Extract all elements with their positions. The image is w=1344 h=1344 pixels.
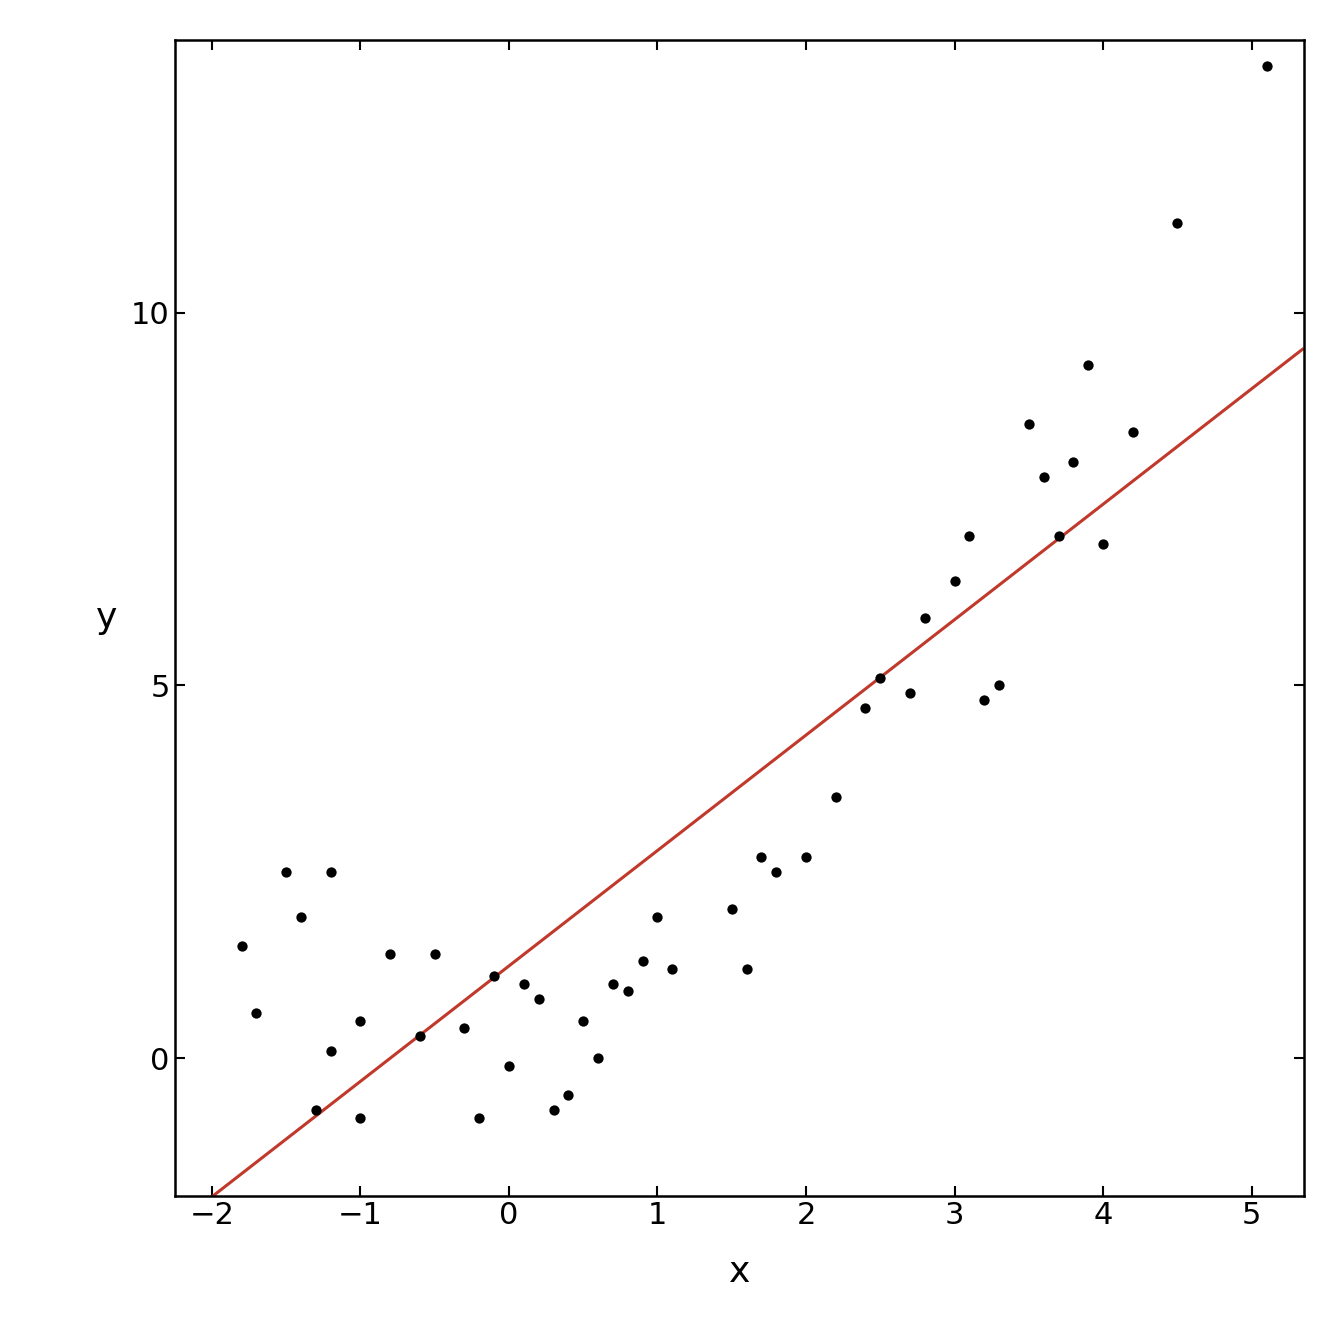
Point [320, 862, 341, 883]
Y-axis label: y: y [95, 601, 117, 636]
Point [246, 1003, 267, 1024]
Point [973, 689, 995, 711]
Point [499, 1055, 520, 1077]
Point [1255, 55, 1277, 77]
Point [454, 1017, 476, 1039]
Point [646, 906, 668, 927]
Point [349, 1011, 371, 1032]
Point [349, 1107, 371, 1129]
Point [855, 698, 876, 719]
Point [543, 1099, 564, 1121]
Point [558, 1085, 579, 1106]
Point [617, 980, 638, 1001]
Point [1078, 353, 1099, 375]
Point [943, 570, 965, 591]
Point [751, 847, 773, 868]
Point [231, 935, 253, 957]
Point [513, 973, 535, 995]
Point [870, 667, 891, 688]
Point [914, 607, 935, 629]
Point [305, 1099, 327, 1121]
Point [661, 958, 683, 980]
Point [409, 1025, 430, 1047]
Point [423, 943, 445, 965]
Point [290, 906, 312, 927]
Point [988, 675, 1009, 696]
Point [1019, 414, 1040, 435]
Point [1093, 534, 1114, 555]
Point [796, 847, 817, 868]
Point [1048, 526, 1070, 547]
Point [632, 950, 653, 972]
Point [825, 786, 847, 808]
Point [379, 943, 401, 965]
Point [469, 1107, 491, 1129]
Point [1063, 450, 1085, 472]
Point [766, 862, 788, 883]
Point [484, 965, 505, 986]
X-axis label: x: x [728, 1255, 750, 1289]
Point [1034, 466, 1055, 488]
Point [276, 862, 297, 883]
Point [737, 958, 758, 980]
Point [958, 526, 980, 547]
Point [720, 898, 742, 919]
Point [899, 681, 921, 703]
Point [1167, 212, 1188, 234]
Point [587, 1047, 609, 1068]
Point [602, 973, 624, 995]
Point [320, 1040, 341, 1062]
Point [573, 1011, 594, 1032]
Point [1122, 421, 1144, 442]
Point [528, 988, 550, 1009]
